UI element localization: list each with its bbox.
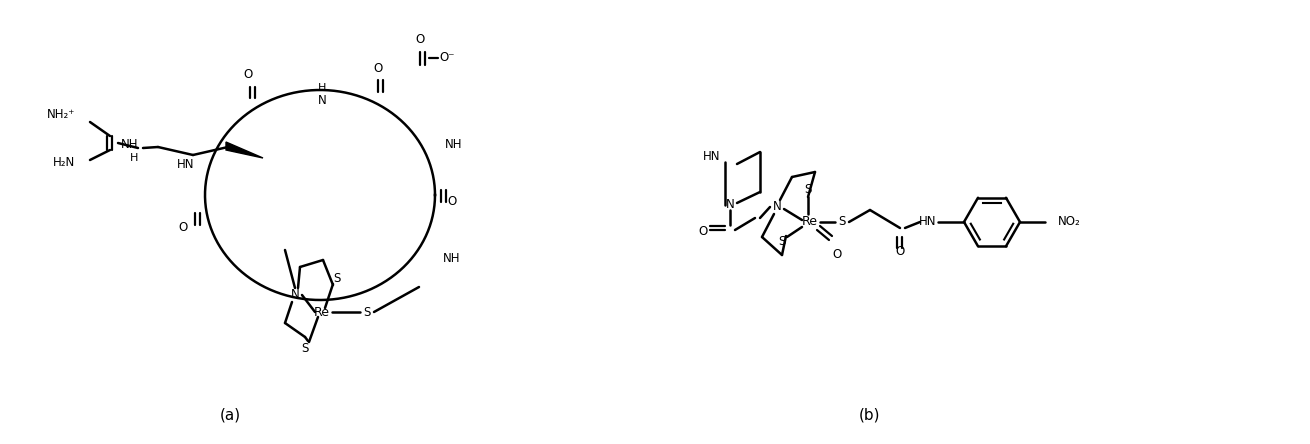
Text: (b): (b) <box>859 408 880 423</box>
Text: HN: HN <box>702 151 721 163</box>
Text: N: N <box>726 198 735 211</box>
Text: HN: HN <box>920 215 937 229</box>
Text: S: S <box>301 341 309 354</box>
Text: NO₂: NO₂ <box>1058 215 1081 229</box>
Text: Re: Re <box>802 215 817 229</box>
Text: N: N <box>291 289 300 301</box>
Text: NH: NH <box>121 139 138 151</box>
Text: O⁻: O⁻ <box>439 52 455 64</box>
Text: (a): (a) <box>220 408 241 423</box>
Text: Re: Re <box>314 305 330 318</box>
Text: O: O <box>448 195 457 209</box>
Text: O: O <box>698 226 707 238</box>
Text: H: H <box>318 83 326 93</box>
Text: O: O <box>415 33 424 47</box>
Text: O: O <box>178 222 187 234</box>
Polygon shape <box>227 142 263 158</box>
Text: S: S <box>363 305 371 318</box>
Text: H₂N: H₂N <box>52 155 75 169</box>
Text: S: S <box>804 183 812 197</box>
Text: S: S <box>778 235 786 249</box>
Text: N: N <box>773 201 781 214</box>
Text: NH₂⁺: NH₂⁺ <box>47 108 75 122</box>
Text: S: S <box>838 215 846 229</box>
Text: HN: HN <box>177 159 194 171</box>
Text: H: H <box>130 153 138 163</box>
Text: O: O <box>373 62 383 75</box>
Text: S: S <box>333 271 341 285</box>
Text: O: O <box>895 246 905 258</box>
Text: NH: NH <box>443 251 461 265</box>
Text: O: O <box>832 249 841 262</box>
Text: N: N <box>317 94 326 107</box>
Text: O: O <box>244 68 253 82</box>
Text: NH: NH <box>445 139 462 151</box>
